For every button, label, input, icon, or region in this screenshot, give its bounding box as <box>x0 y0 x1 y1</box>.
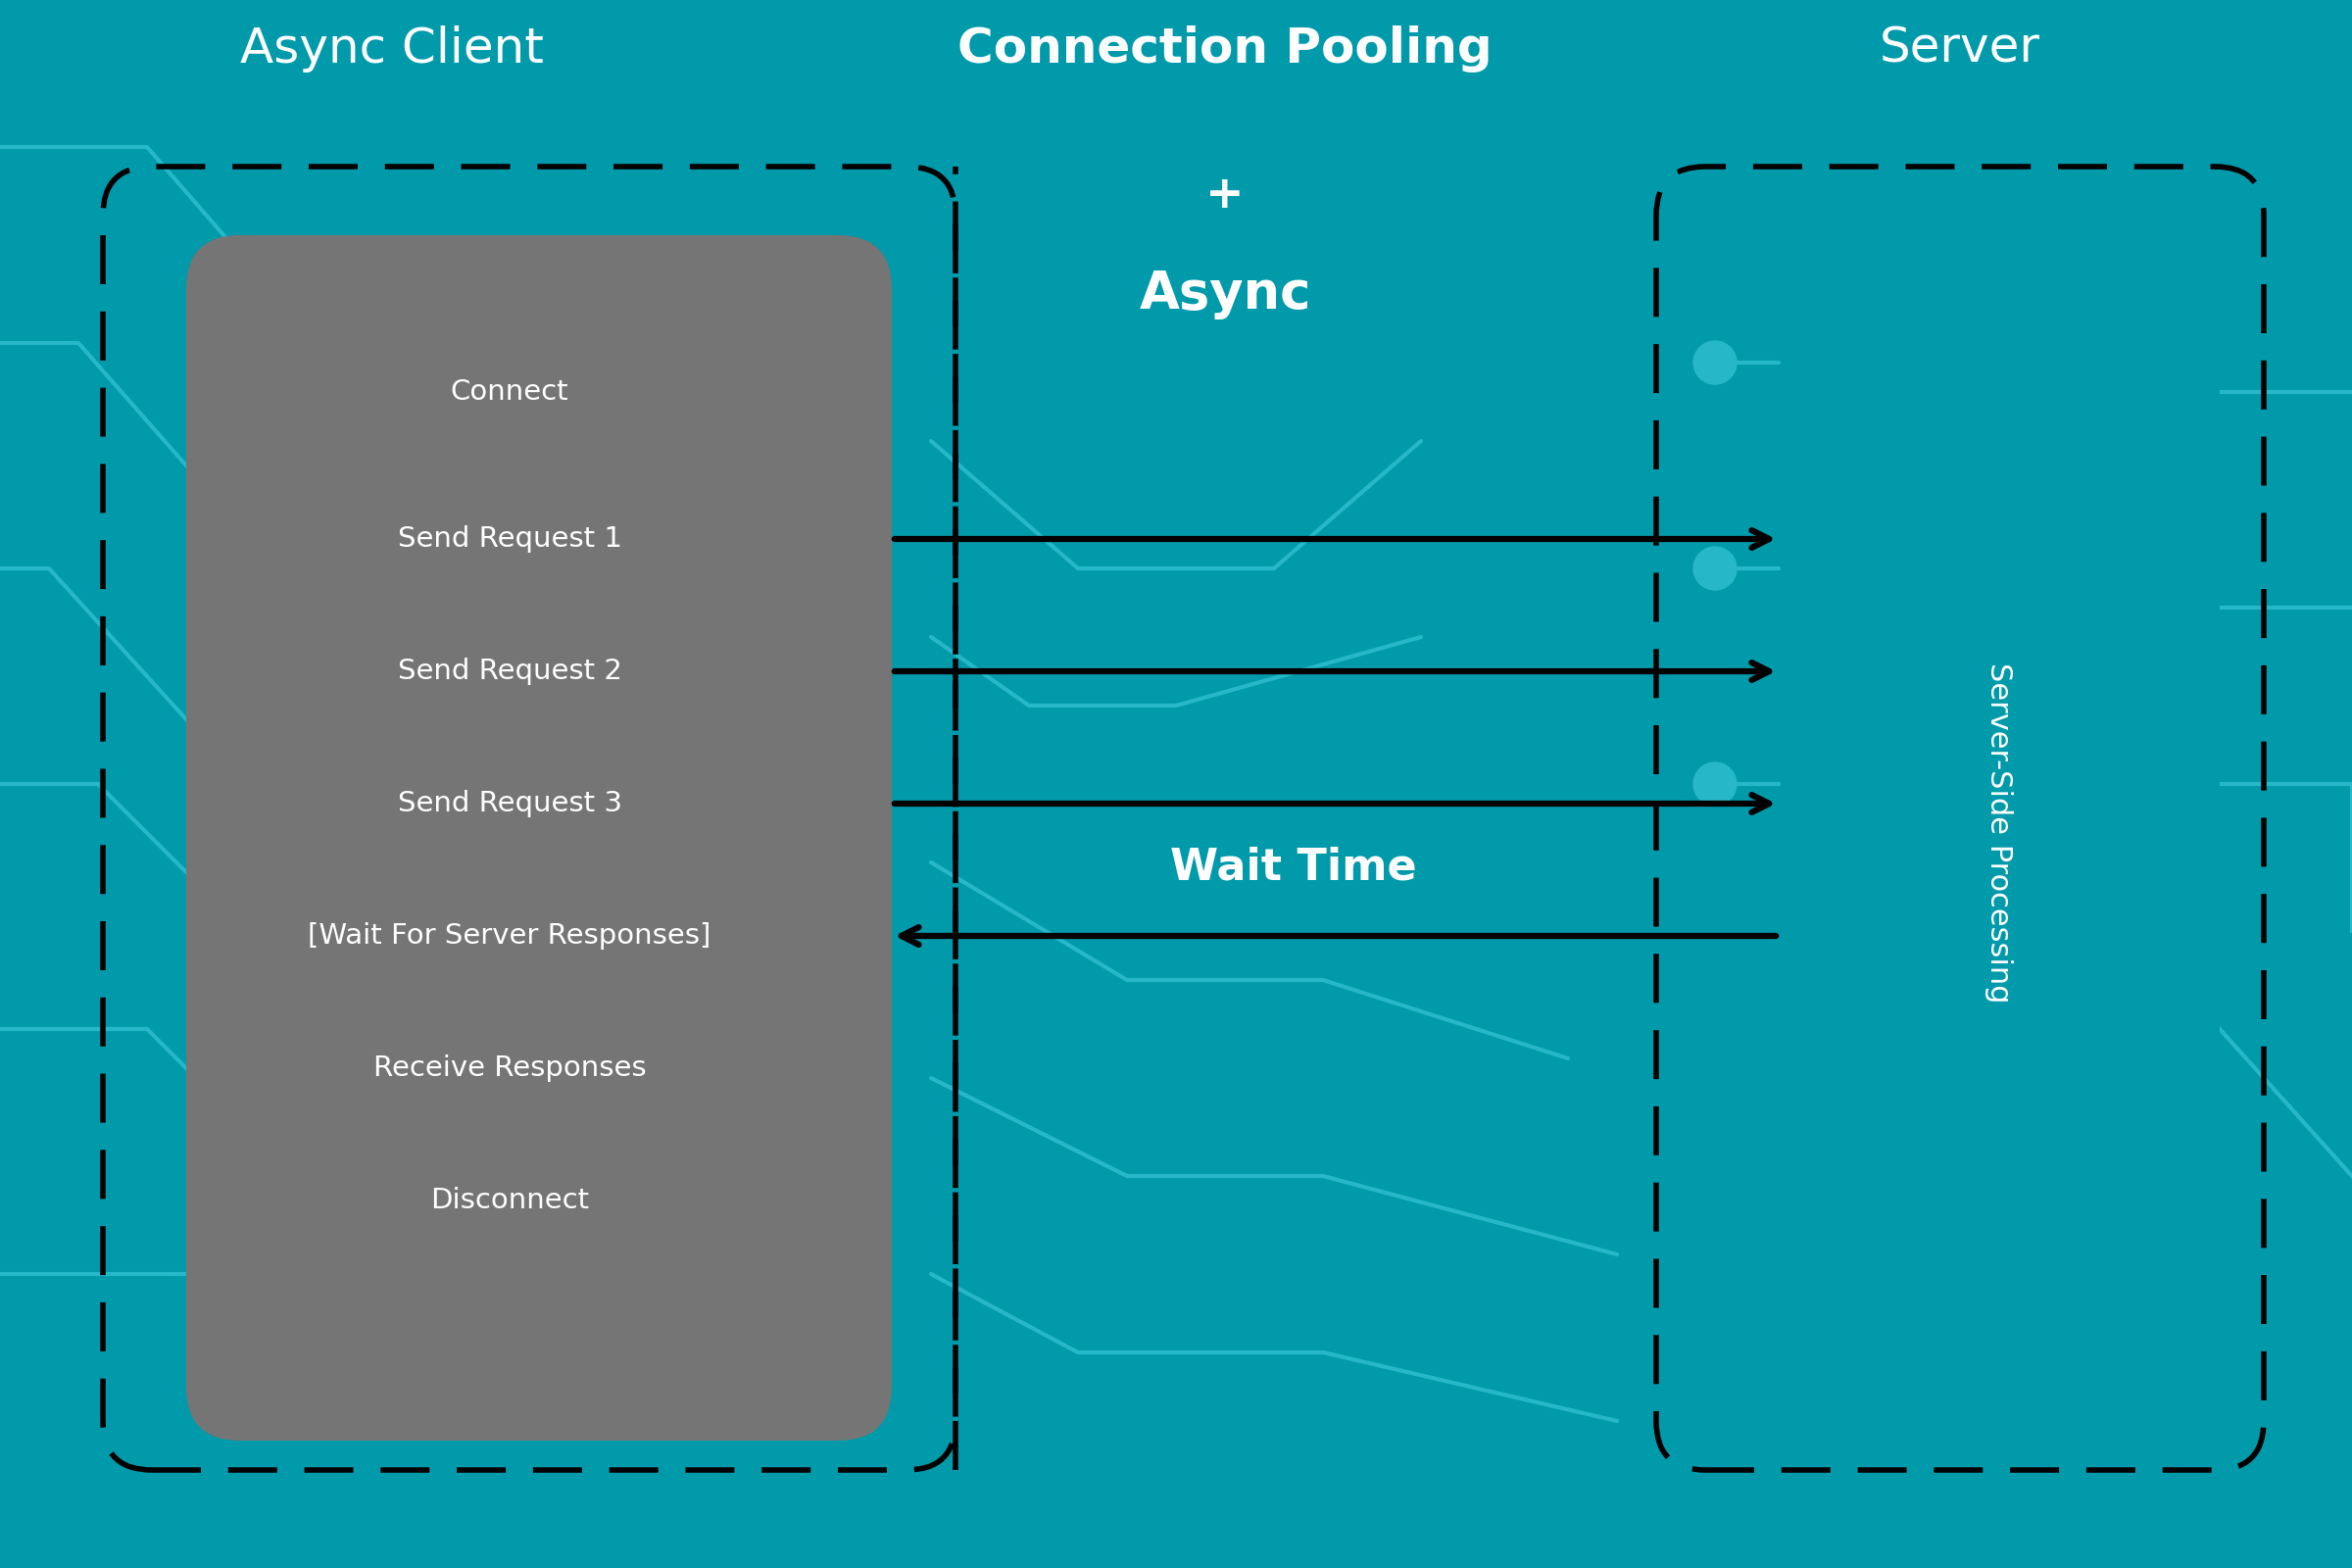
Text: Wait Time: Wait Time <box>1171 847 1416 889</box>
Text: [Wait For Server Responses]: [Wait For Server Responses] <box>308 922 710 950</box>
Circle shape <box>1693 342 1736 384</box>
Text: Async: Async <box>1138 268 1310 320</box>
Text: Async Client: Async Client <box>240 25 543 72</box>
Text: +: + <box>1207 174 1244 218</box>
Text: Disconnect: Disconnect <box>430 1187 588 1214</box>
FancyBboxPatch shape <box>1778 235 2220 1441</box>
Text: Receive Responses: Receive Responses <box>374 1054 647 1082</box>
Text: Server-Side Processing: Server-Side Processing <box>1985 663 2013 1004</box>
FancyBboxPatch shape <box>186 235 891 1441</box>
Text: Connection Pooling: Connection Pooling <box>957 25 1494 72</box>
Text: Send Request 2: Send Request 2 <box>397 657 621 685</box>
Text: Send Request 1: Send Request 1 <box>397 525 621 554</box>
Circle shape <box>1693 547 1736 590</box>
Text: Connect: Connect <box>452 378 569 406</box>
Circle shape <box>1693 762 1736 806</box>
Text: Server: Server <box>1879 25 2042 72</box>
Text: Send Request 3: Send Request 3 <box>397 790 621 817</box>
